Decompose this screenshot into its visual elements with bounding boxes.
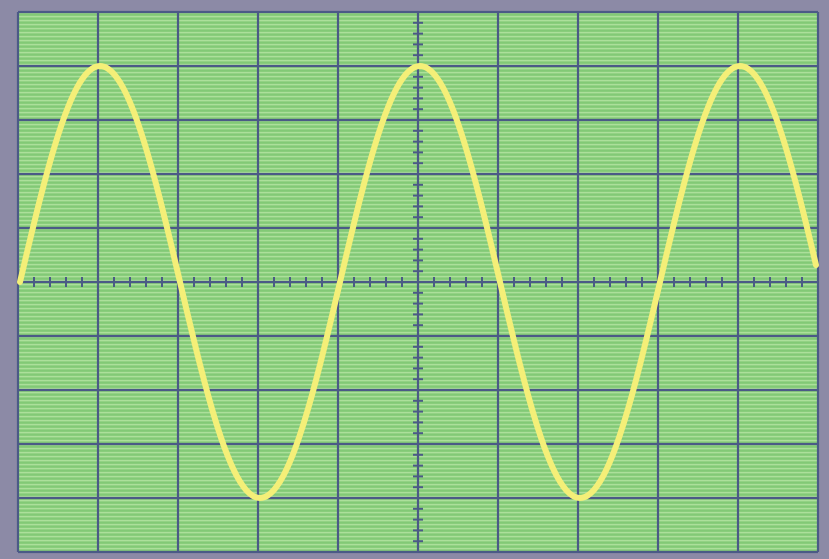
- oscilloscope-screen: [0, 0, 829, 559]
- page: (() => { const NS = 'http://www.w3.org/2…: [0, 0, 829, 559]
